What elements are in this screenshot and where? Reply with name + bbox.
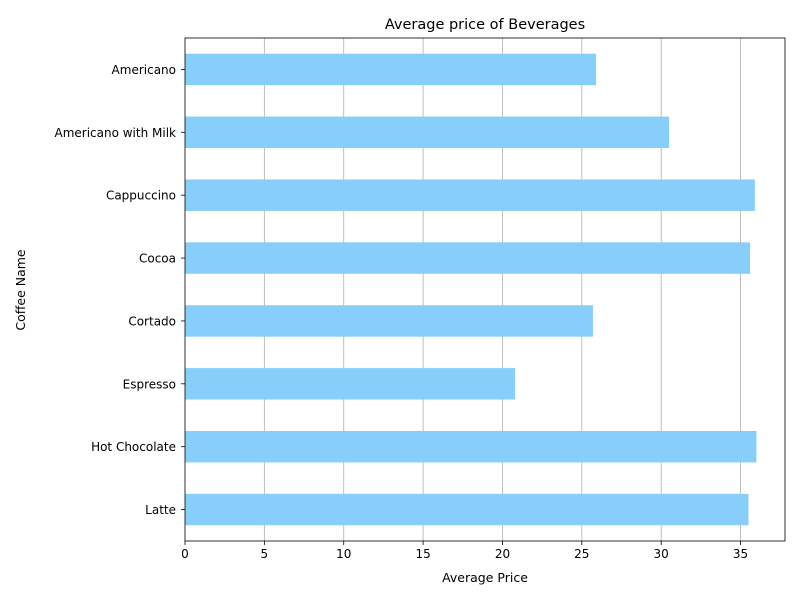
bar bbox=[185, 242, 751, 274]
y-tick-label: Latte bbox=[145, 503, 176, 517]
y-axis-label: Coffee Name bbox=[13, 249, 28, 331]
y-ticks: Americano Americano with Milk Cappuccino Co… bbox=[54, 63, 185, 517]
bar bbox=[185, 53, 597, 86]
bar bbox=[185, 493, 749, 526]
y-tick-label: Americano bbox=[112, 63, 176, 77]
y-tick-label: Cortado bbox=[128, 314, 176, 328]
x-ticks: 0 5 10 15 20 25 30 35 bbox=[181, 541, 748, 561]
x-axis-label: Average Price bbox=[442, 570, 528, 585]
y-tick-label: Cappuccino bbox=[106, 189, 176, 203]
axes-frame bbox=[184, 37, 786, 542]
x-tick-label: 5 bbox=[261, 547, 269, 561]
x-tick-label: 10 bbox=[336, 547, 351, 561]
x-tick-label: 15 bbox=[415, 547, 430, 561]
x-tick-label: 20 bbox=[495, 547, 510, 561]
bar bbox=[185, 116, 670, 149]
bar bbox=[185, 430, 757, 463]
x-tick-label: 25 bbox=[574, 547, 589, 561]
x-tick-label: 35 bbox=[733, 547, 748, 561]
x-tick-label: 30 bbox=[654, 547, 669, 561]
bar bbox=[185, 179, 755, 211]
y-tick-label: Americano with Milk bbox=[54, 126, 176, 140]
y-tick-label: Cocoa bbox=[139, 252, 176, 266]
grid-lines bbox=[263, 38, 741, 541]
y-tick-label: Espresso bbox=[123, 377, 176, 391]
bar bbox=[185, 305, 593, 337]
y-tick-label: Hot Chocolate bbox=[91, 440, 176, 454]
axes bbox=[184, 37, 786, 542]
chart-title: Average price of Beverages bbox=[385, 17, 585, 33]
x-tick-label: 0 bbox=[181, 547, 189, 561]
bars bbox=[185, 53, 757, 526]
bar bbox=[185, 368, 516, 400]
